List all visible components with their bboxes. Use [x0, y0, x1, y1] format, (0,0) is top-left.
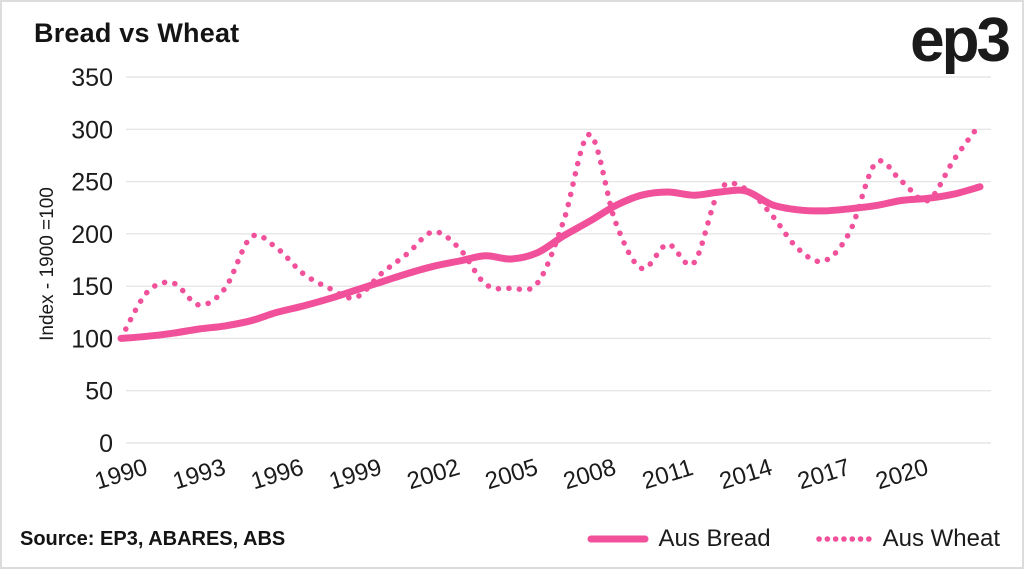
x-tick-label: 1996 [248, 454, 307, 495]
dotted-line-sample [815, 536, 873, 542]
x-tick-label: 1993 [170, 454, 229, 495]
legend: Aus Bread Aus Wheat [587, 525, 1000, 553]
y-tick-label: 100 [71, 325, 113, 353]
legend-label-aus-wheat: Aus Wheat [882, 525, 1000, 552]
x-tick-labels: 1990 1993 1996 1999 2002 2005 2008 2011 2014 2017… [92, 454, 932, 495]
aus-bread-line [117, 183, 984, 342]
x-tick-label: 1999 [326, 454, 385, 495]
y-tick-label: 300 [71, 116, 113, 144]
x-tick-label: 2014 [716, 454, 775, 495]
ep3-logo: ep3 [910, 6, 1011, 75]
x-tick-label: 2008 [560, 454, 619, 495]
x-tick-label: 2020 [873, 454, 932, 495]
x-tick-label: 2017 [794, 454, 853, 495]
y-axis-title: Index - 1900 =100 [37, 187, 58, 341]
y-tick-label: 150 [71, 273, 113, 301]
y-tick-label: 200 [71, 221, 113, 249]
y-tick-label: 50 [85, 378, 113, 406]
legend-item-aus-wheat: Aus Wheat [815, 525, 1000, 553]
x-tick-label: 2011 [639, 454, 696, 495]
x-tick-label: 1990 [92, 454, 151, 495]
legend-label-aus-bread: Aus Bread [658, 525, 771, 552]
legend-item-aus-bread: Aus Bread [587, 525, 771, 553]
y-tick-label: 0 [99, 430, 113, 458]
gridlines [126, 76, 991, 444]
aus-wheat-line [118, 121, 983, 342]
x-tick-label: 2005 [482, 454, 541, 495]
y-tick-label: 350 [71, 64, 113, 92]
source-note: Source: EP3, ABARES, ABS [20, 528, 286, 550]
solid-line-sample [587, 535, 649, 543]
x-tick-label: 2002 [404, 454, 463, 495]
y-tick-labels: 0 50 100 150 200 250 300 350 [71, 64, 113, 458]
y-tick-label: 250 [71, 169, 113, 197]
chart-title: Bread vs Wheat [34, 18, 240, 48]
